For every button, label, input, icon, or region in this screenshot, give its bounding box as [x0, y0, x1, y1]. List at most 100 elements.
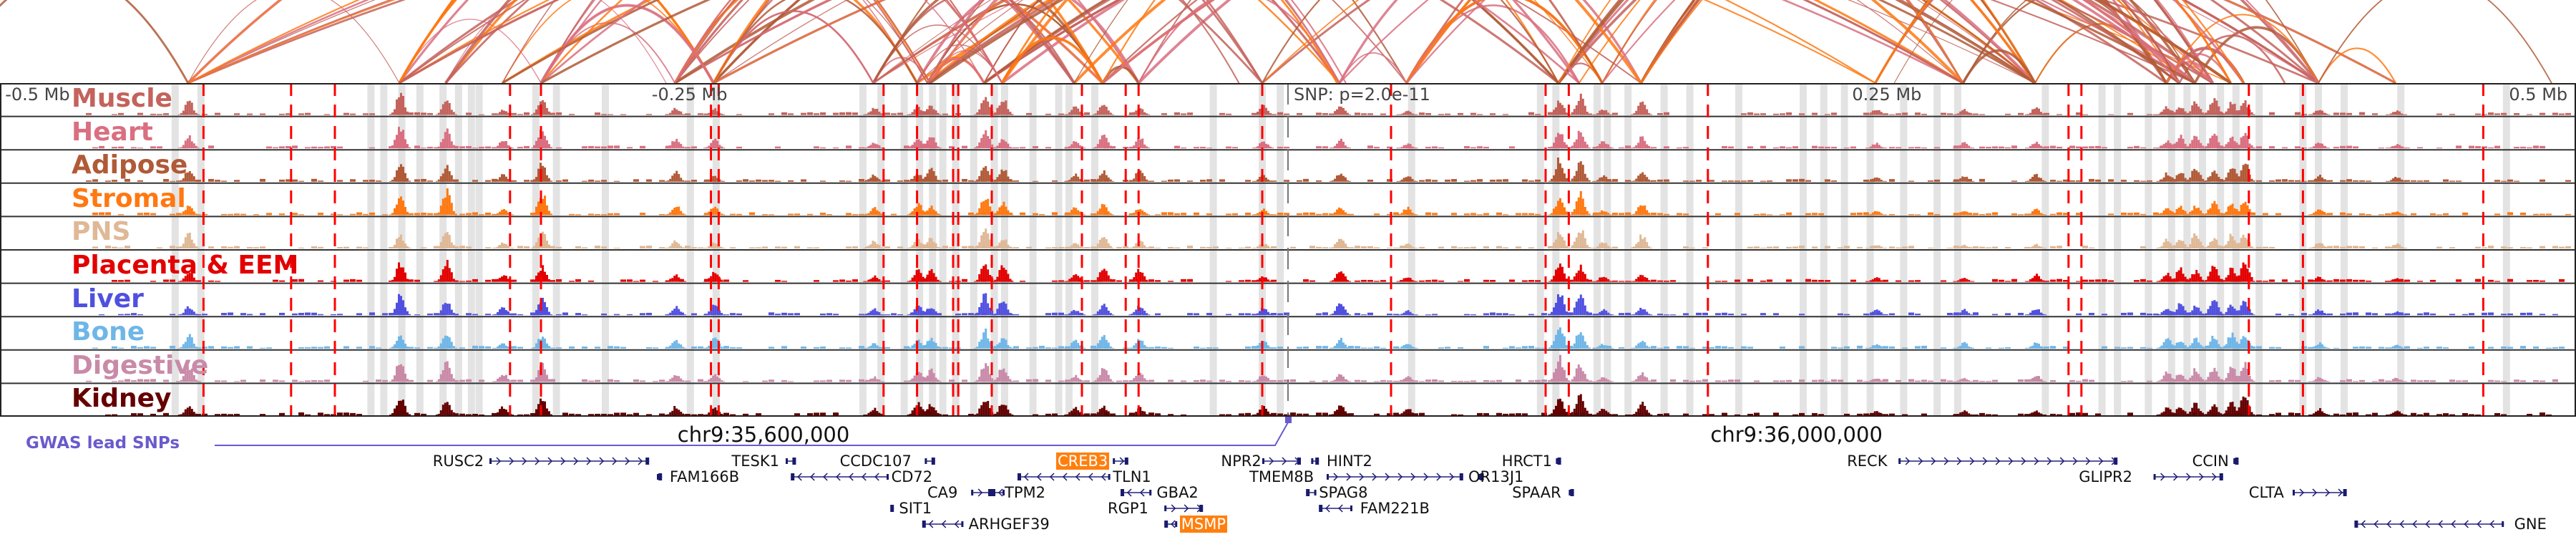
signal-bar — [2436, 147, 2442, 149]
peak-bar — [1265, 342, 1267, 349]
peak-bar — [917, 239, 920, 248]
peak-bar — [454, 280, 457, 282]
signal-bar — [1612, 246, 1618, 248]
signal-bar — [1033, 146, 1038, 149]
peak-bar — [1330, 281, 1332, 282]
peak-bar — [1096, 178, 1099, 182]
signal-bar — [2076, 380, 2082, 382]
signal-bar — [1393, 212, 1399, 216]
peak-bar — [1875, 142, 1878, 149]
peak-bar — [907, 314, 909, 316]
peak-bar — [996, 107, 999, 115]
peak-bar — [2027, 214, 2029, 216]
signal-bar — [2540, 213, 2545, 216]
peak-bar — [537, 339, 540, 349]
peak-bar — [2231, 168, 2234, 182]
peak-bar — [1101, 237, 1103, 248]
signal-bar — [105, 180, 111, 182]
peak-bar — [1336, 343, 1338, 349]
signal-bar — [459, 246, 465, 248]
signal-bar — [2024, 379, 2030, 382]
peak-bar — [913, 109, 916, 115]
peak-bar — [987, 303, 990, 316]
signal-bar — [1464, 180, 1470, 182]
peak-bar — [1005, 170, 1008, 182]
peak-bar — [1631, 347, 1634, 349]
peak-bar — [542, 337, 544, 349]
signal-bar — [736, 146, 742, 149]
signal-bar — [318, 280, 323, 282]
peak-bar — [2311, 180, 2313, 182]
peak-bar — [1637, 241, 1640, 248]
peak-bar — [2182, 138, 2185, 149]
peak-bar — [1011, 180, 1014, 182]
peak-bar — [1396, 180, 1399, 182]
peak-bar — [1263, 277, 1265, 282]
peak-bar — [919, 381, 922, 382]
signal-bar — [1419, 180, 1425, 182]
signal-bar — [794, 313, 800, 316]
signal-bar — [1831, 147, 1837, 149]
peak-bar — [978, 109, 981, 115]
peak-bar — [2246, 239, 2249, 248]
signal-bar — [2494, 180, 2500, 182]
peak-bar — [396, 341, 398, 349]
peak-bar — [402, 267, 404, 282]
peak-bar — [1109, 346, 1112, 349]
peak-bar — [932, 209, 935, 216]
peak-bar — [2321, 310, 2323, 316]
peak-bar — [1139, 307, 1142, 316]
signal-bar — [2269, 380, 2275, 382]
peak-bar — [1880, 213, 1883, 216]
peak-bar — [2158, 180, 2161, 182]
peak-bar — [974, 381, 977, 382]
signal-bar — [859, 314, 864, 316]
peak-bar — [706, 280, 708, 282]
peak-bar — [2195, 236, 2198, 248]
peak-bar — [2160, 312, 2163, 316]
peak-bar — [673, 141, 676, 149]
peak-bar — [509, 313, 512, 316]
peak-bar — [985, 200, 987, 216]
peak-bar — [1568, 347, 1571, 349]
peak-bar — [2223, 314, 2225, 316]
peak-bar — [1407, 206, 1410, 216]
peak-bar — [1869, 213, 1872, 216]
signal-bar — [646, 179, 652, 182]
signal-bar — [163, 179, 169, 182]
signal-bar — [1754, 246, 1760, 248]
peak-bar — [865, 314, 868, 316]
peak-bar — [1884, 214, 1887, 216]
peak-bar — [180, 314, 182, 316]
peak-bar — [919, 110, 922, 115]
peak-bar — [2169, 176, 2172, 182]
peak-bar — [2220, 347, 2223, 349]
peak-bar — [1265, 107, 1267, 115]
signal-bar — [1013, 380, 1019, 382]
peak-bar — [723, 214, 726, 216]
peak-bar — [1641, 340, 1644, 349]
signal-bar — [2308, 347, 2313, 349]
signal-bar — [524, 246, 530, 248]
peak-bar — [1648, 347, 1651, 349]
signal-bar — [884, 246, 890, 248]
peak-bar — [684, 214, 687, 216]
peak-bar — [1596, 280, 1599, 282]
signal-bar — [1735, 180, 1740, 182]
peak-bar — [186, 101, 189, 115]
peak-bar — [1345, 212, 1347, 216]
peak-bar — [882, 314, 885, 316]
peak-bar — [2396, 344, 2399, 349]
peak-bar — [1599, 110, 1601, 115]
peak-bar — [2220, 180, 2223, 182]
peak-bar — [505, 345, 507, 349]
peak-bar — [2031, 278, 2034, 282]
peak-bar — [994, 147, 997, 149]
peak-bar — [907, 347, 909, 349]
signal-bar — [1928, 380, 1933, 382]
signal-bar — [2269, 347, 2275, 349]
peak-bar — [1571, 112, 1574, 115]
peak-bar — [188, 369, 191, 382]
peak-bar — [1263, 208, 1265, 216]
signal-bar — [1187, 279, 1193, 282]
